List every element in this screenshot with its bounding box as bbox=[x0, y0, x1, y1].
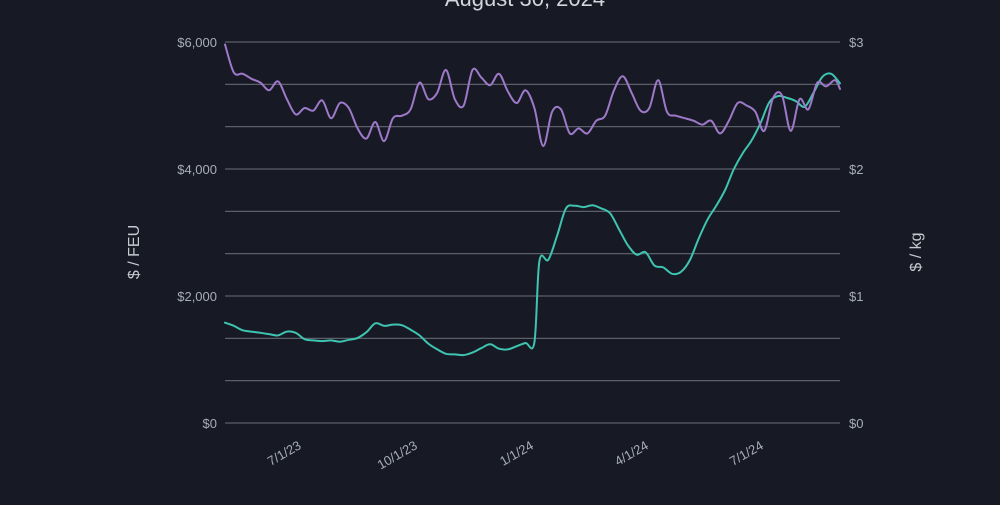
right-tick-label: $2 bbox=[849, 162, 863, 177]
right-axis: $0 $1 $2 $3 bbox=[849, 35, 863, 431]
left-axis-title: $ / FEU bbox=[126, 225, 143, 279]
x-tick-label: 4/1/24 bbox=[612, 438, 651, 469]
x-tick-label: 7/1/23 bbox=[265, 438, 304, 469]
left-tick-label: $4,000 bbox=[177, 162, 217, 177]
right-tick-label: $1 bbox=[849, 289, 863, 304]
left-tick-label: $0 bbox=[203, 416, 217, 431]
left-axis: $0 $2,000 $4,000 $6,000 bbox=[177, 35, 217, 431]
right-tick-label: $3 bbox=[849, 35, 863, 50]
series-line-right bbox=[224, 43, 841, 148]
x-tick-label: 1/1/24 bbox=[497, 438, 536, 469]
series-line-left bbox=[224, 72, 841, 357]
x-axis: 7/1/23 10/1/23 1/1/24 4/1/24 7/1/24 bbox=[265, 438, 766, 473]
chart-title: August 30, 2024 bbox=[445, 0, 605, 11]
x-tick-label: 7/1/24 bbox=[727, 438, 766, 469]
left-tick-label: $6,000 bbox=[177, 35, 217, 50]
gridlines bbox=[225, 41, 840, 424]
series-lines bbox=[224, 43, 841, 357]
right-tick-label: $0 bbox=[849, 416, 863, 431]
left-tick-label: $2,000 bbox=[177, 289, 217, 304]
right-axis-title: $ / kg bbox=[908, 232, 925, 271]
x-tick-label: 10/1/23 bbox=[375, 438, 420, 473]
